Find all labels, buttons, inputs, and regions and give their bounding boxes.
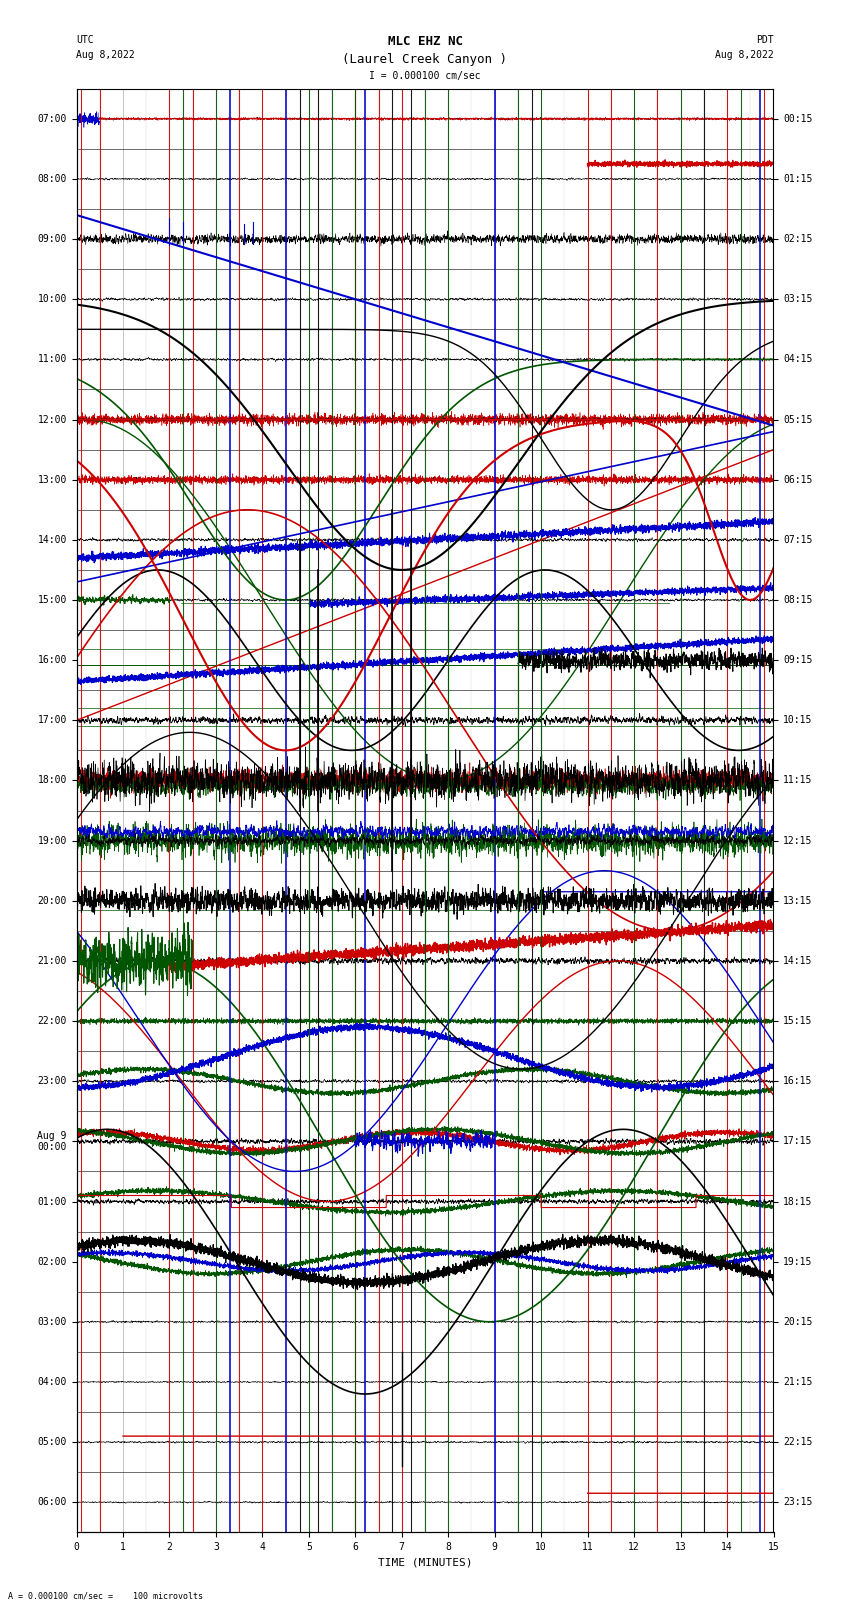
Text: I = 0.000100 cm/sec: I = 0.000100 cm/sec	[369, 71, 481, 81]
Text: Aug 8,2022: Aug 8,2022	[715, 50, 774, 60]
Text: MLC EHZ NC: MLC EHZ NC	[388, 35, 462, 48]
Text: UTC: UTC	[76, 35, 94, 45]
Text: (Laurel Creek Canyon ): (Laurel Creek Canyon )	[343, 53, 507, 66]
Text: A = 0.000100 cm/sec =    100 microvolts: A = 0.000100 cm/sec = 100 microvolts	[8, 1590, 203, 1600]
Text: PDT: PDT	[756, 35, 774, 45]
X-axis label: TIME (MINUTES): TIME (MINUTES)	[377, 1558, 473, 1568]
Text: Aug 8,2022: Aug 8,2022	[76, 50, 135, 60]
